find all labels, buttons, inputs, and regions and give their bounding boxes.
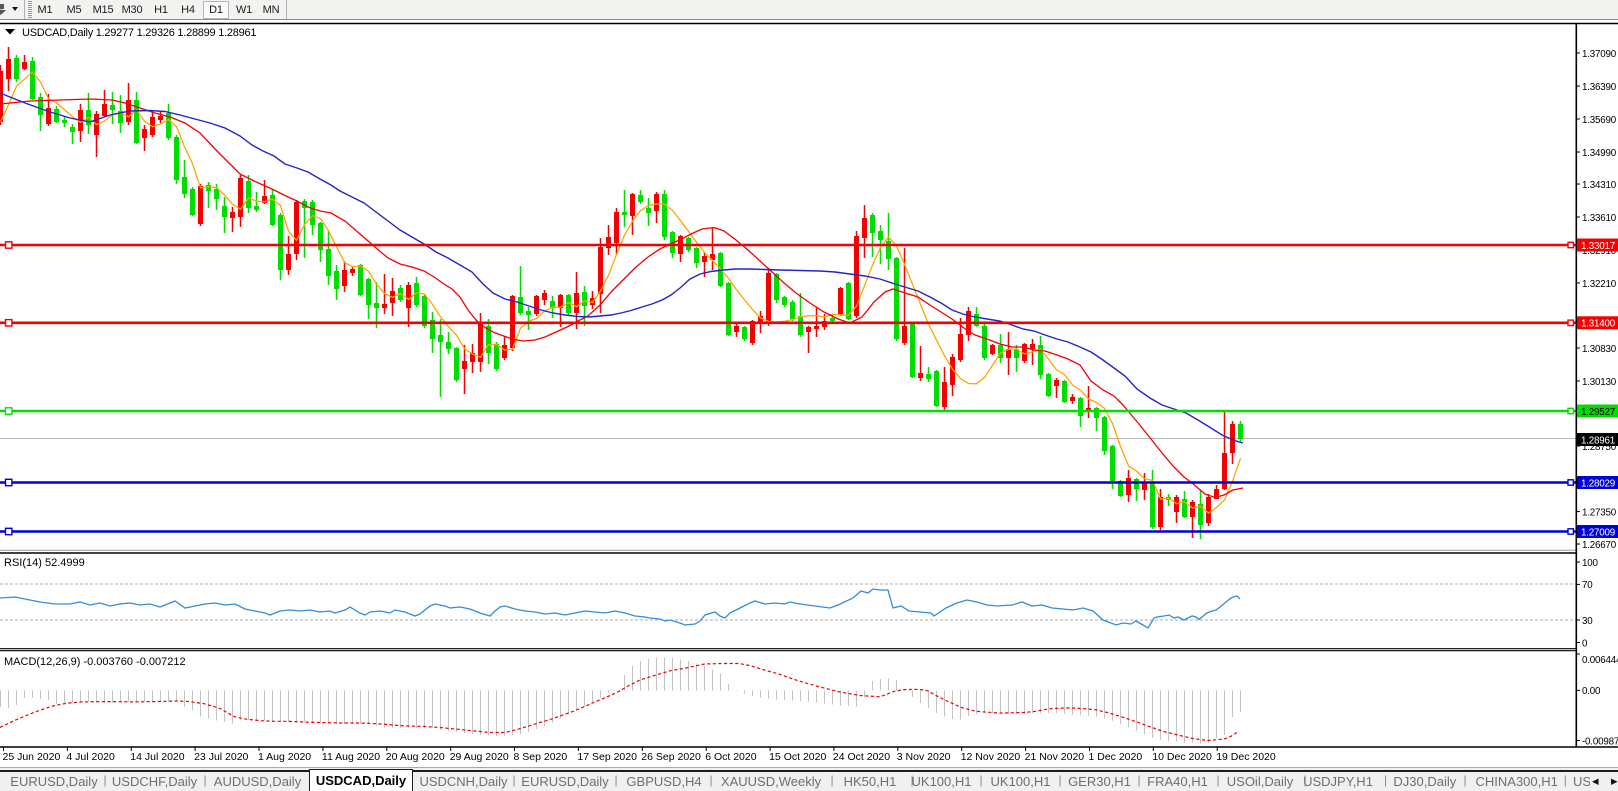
svg-text:19 Dec 2020: 19 Dec 2020 [1216,751,1276,763]
svg-text:29 Aug 2020: 29 Aug 2020 [450,751,509,763]
svg-text:1.28029: 1.28029 [1581,478,1615,489]
svg-text:1.31400: 1.31400 [1581,319,1616,330]
svg-text:1.34310: 1.34310 [1582,180,1617,191]
svg-text:1.28750: 1.28750 [1582,442,1617,453]
svg-text:70: 70 [1582,580,1593,591]
svg-text:15 Oct 2020: 15 Oct 2020 [769,751,826,763]
svg-text:1.30830: 1.30830 [1582,344,1617,355]
svg-text:14 Jul 2020: 14 Jul 2020 [130,751,184,763]
svg-text:100: 100 [1582,558,1598,569]
svg-text:3 Nov 2020: 3 Nov 2020 [897,751,951,763]
svg-text:1.37090: 1.37090 [1582,49,1617,60]
svg-text:24 Oct 2020: 24 Oct 2020 [833,751,890,763]
svg-text:1 Dec 2020: 1 Dec 2020 [1089,751,1143,763]
svg-text:21 Nov 2020: 21 Nov 2020 [1025,751,1085,763]
svg-text:0.00: 0.00 [1582,686,1601,697]
svg-text:10 Dec 2020: 10 Dec 2020 [1152,751,1212,763]
svg-text:17 Sep 2020: 17 Sep 2020 [577,751,637,763]
svg-text:RSI(14) 52.4999: RSI(14) 52.4999 [4,557,85,569]
svg-text:11 Aug 2020: 11 Aug 2020 [322,751,380,763]
svg-text:1.27009: 1.27009 [1581,527,1615,538]
svg-text:23 Jul 2020: 23 Jul 2020 [194,751,248,763]
svg-text:20 Aug 2020: 20 Aug 2020 [386,751,445,763]
svg-text:1.34990: 1.34990 [1582,148,1617,159]
svg-text:8 Sep 2020: 8 Sep 2020 [514,751,568,763]
svg-text:1.32210: 1.32210 [1582,279,1617,290]
svg-text:1.33017: 1.33017 [1581,241,1615,252]
svg-text:0.006444: 0.006444 [1582,655,1618,666]
svg-text:1.33610: 1.33610 [1582,213,1617,224]
svg-text:USDCAD,Daily 1.29277 1.29326: USDCAD,Daily 1.29277 1.29326 1.28899 1.2… [22,27,256,39]
svg-text:1.26670: 1.26670 [1582,540,1617,551]
svg-text:1.35690: 1.35690 [1582,115,1617,126]
svg-text:6 Oct 2020: 6 Oct 2020 [705,751,757,763]
svg-text:12 Nov 2020: 12 Nov 2020 [961,751,1021,763]
svg-text:25 Jun 2020: 25 Jun 2020 [3,751,61,763]
svg-text:1.30130: 1.30130 [1582,377,1617,388]
svg-text:1 Aug 2020: 1 Aug 2020 [258,751,311,763]
svg-text:1.27350: 1.27350 [1582,507,1617,518]
svg-text:30: 30 [1582,616,1593,627]
svg-text:1.28961: 1.28961 [1581,435,1615,446]
svg-text:1.29527: 1.29527 [1581,407,1615,418]
svg-text:26 Sep 2020: 26 Sep 2020 [641,751,701,763]
svg-text:0: 0 [1582,638,1588,649]
svg-text:MACD(12,26,9) -0.003760 -0.007: MACD(12,26,9) -0.003760 -0.007212 [4,656,186,668]
svg-text:1.36390: 1.36390 [1582,82,1617,93]
svg-text:4 Jul 2020: 4 Jul 2020 [66,751,115,763]
